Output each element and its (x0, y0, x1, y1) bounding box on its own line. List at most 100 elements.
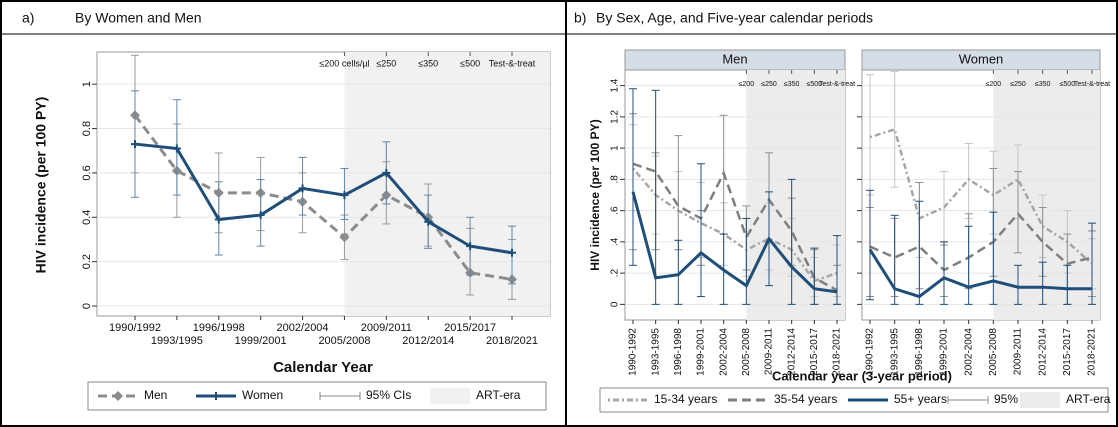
legend-label: 95% CIs (366, 388, 411, 402)
panel-label: b) (574, 10, 586, 26)
x-tick-label: 2002/2004 (277, 322, 329, 334)
y-axis-label: HIV incidence (per 100 PY) (33, 97, 49, 274)
y-tick-label: .4 (610, 237, 621, 246)
annotation: ≤250 (1010, 81, 1026, 88)
marker (131, 140, 139, 149)
annotation: ≤500 (807, 81, 823, 88)
x-tick-label: 2009/2011 (361, 322, 412, 334)
marker (256, 211, 265, 220)
annotation: ≤350 (1035, 81, 1051, 88)
annotation: ≤350 (784, 81, 800, 88)
x-tick-label: 1993-1995 (650, 328, 661, 376)
x-tick-label: 2012-2014 (1037, 328, 1048, 376)
x-axis-label: Calendar year (3-year period) (772, 368, 952, 383)
y-tick-label: 0 (81, 303, 93, 309)
series-line (632, 162, 838, 292)
series-line (134, 142, 513, 255)
annotation: Test-&-treat (1074, 81, 1110, 88)
marker (340, 191, 349, 200)
x-tick-label: 2002-2004 (718, 328, 729, 376)
annotation: ≤250 (376, 58, 396, 68)
marker (424, 217, 433, 226)
legend-swatch (1020, 392, 1060, 408)
x-tick-label: 1999-2001 (696, 328, 707, 376)
x-tick-label: 2009-2011 (764, 328, 775, 376)
legend-label: ART-era (476, 388, 521, 402)
x-tick-label: 2015/2017 (444, 322, 496, 334)
legend-label: 55+ years (894, 392, 947, 406)
series-line (869, 211, 1093, 272)
legend-label: 35-54 years (774, 392, 837, 406)
legend-swatch (947, 396, 989, 404)
marker (214, 215, 223, 224)
facet-title: Women (959, 51, 1004, 66)
x-tick-label: 2002-2004 (963, 328, 974, 376)
x-tick-label: 1999/2001 (235, 335, 287, 347)
annotation: Test-&-treat (819, 81, 855, 88)
y-tick-label: .2 (610, 269, 621, 278)
facet-title: Men (722, 51, 747, 66)
legend-label: Women (242, 388, 283, 402)
x-tick-label: 2018-2021 (1087, 328, 1098, 376)
annotation: ≤200 (986, 81, 1002, 88)
series-line (632, 167, 838, 283)
annotation: ≤200 cells/µl (319, 58, 369, 68)
y-tick-label: 1.2 (610, 109, 621, 123)
marker (339, 232, 350, 243)
y-tick-label: .8 (610, 175, 621, 184)
panel-label: a) (22, 10, 34, 26)
annotation: ≤200 (739, 81, 755, 88)
y-tick-label: 0.8 (81, 121, 93, 136)
x-tick-label: 1999-2001 (939, 328, 950, 376)
legend-marker (113, 391, 123, 401)
y-tick-label: 0.4 (81, 210, 93, 225)
y-tick-label: 1.4 (610, 78, 621, 92)
legend-swatch (430, 388, 470, 404)
legend-swatch (319, 392, 361, 400)
annotation: ≤250 (761, 81, 777, 88)
art-era-shade (746, 70, 845, 320)
y-tick-label: 1 (610, 145, 621, 151)
y-tick-label: 1 (81, 81, 93, 87)
series-line (869, 127, 1093, 265)
x-tick-label: 2012-2014 (786, 328, 797, 376)
x-tick-label: 1990-1992 (865, 328, 876, 376)
panel-title: By Sex, Age, and Five-year calendar peri… (596, 10, 873, 26)
y-tick-label: 0 (610, 301, 621, 307)
x-tick-label: 2018-2021 (832, 328, 843, 376)
legend-label: 15-34 years (654, 392, 717, 406)
legend-label: Men (144, 388, 167, 402)
marker (298, 184, 307, 193)
series-line (133, 114, 513, 281)
marker (382, 168, 391, 177)
y-tick-label: .6 (610, 206, 621, 215)
x-tick-label: 2012/2014 (402, 335, 454, 347)
y-tick-label: 0.2 (81, 254, 93, 269)
x-tick-label: 2005/2008 (318, 335, 370, 347)
y-tick-label: 0.6 (81, 165, 93, 180)
series-line (631, 191, 838, 294)
x-tick-label: 2015-2017 (809, 328, 820, 376)
legend-label: ART-era (1066, 392, 1111, 406)
series-line (868, 248, 1092, 299)
x-tick-label: 1996-1998 (673, 328, 684, 376)
annotation: ≤500 (460, 58, 480, 68)
x-tick-label: 1993/1995 (151, 335, 203, 347)
x-tick-label: 2005-2008 (741, 328, 752, 376)
x-tick-label: 1996/1998 (193, 322, 245, 334)
annotation: Test-&-treat (489, 58, 536, 68)
annotation: ≤350 (418, 58, 438, 68)
x-tick-label: 2009-2011 (1013, 328, 1024, 376)
x-tick-label: 2005-2008 (988, 328, 999, 376)
x-tick-label: 1990-1992 (628, 328, 639, 376)
x-tick-label: 2015-2017 (1062, 328, 1073, 376)
x-tick-label: 1996-1998 (914, 328, 925, 376)
panel-title: By Women and Men (75, 10, 202, 26)
x-tick-label: 1993-1995 (889, 328, 900, 376)
annotation: ≤500 (1060, 81, 1076, 88)
x-axis-label: Calendar Year (273, 359, 373, 376)
marker (466, 242, 475, 251)
marker (172, 144, 181, 153)
